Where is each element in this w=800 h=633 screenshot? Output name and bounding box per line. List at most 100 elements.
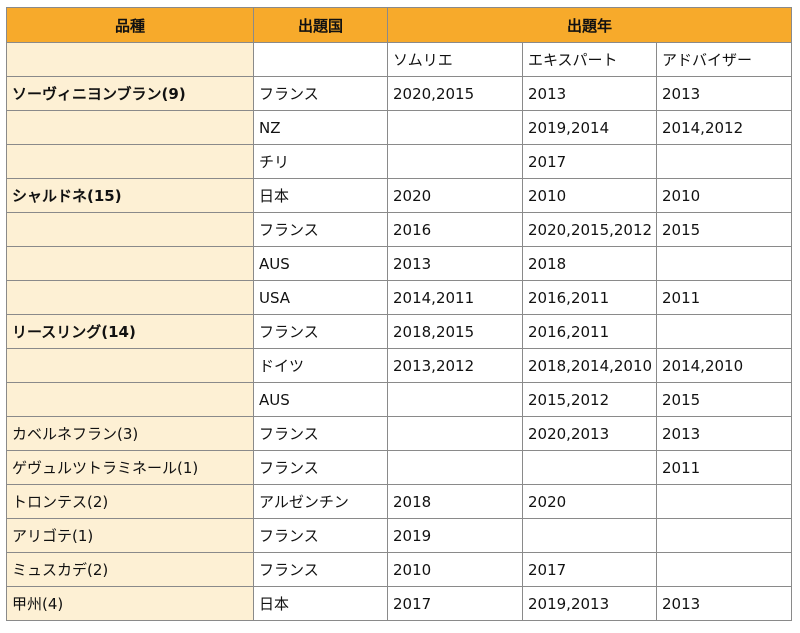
cell-variety [6, 246, 254, 281]
cell-variety: リースリング(14) [6, 314, 254, 349]
cell-sommelier: 2016 [387, 212, 523, 247]
cell-expert: 2017 [522, 144, 657, 179]
cell-variety: アリゴテ(1) [6, 518, 254, 553]
cell-country: アルゼンチン [253, 484, 388, 519]
cell-variety: カベルネフラン(3) [6, 416, 254, 451]
table-row: USA 2014,2011 2016,2011 2011 [6, 280, 792, 315]
table-row: リースリング(14) フランス 2018,2015 2016,2011 [6, 314, 792, 349]
cell-country: USA [253, 280, 388, 315]
cell-expert: 2016,2011 [522, 314, 657, 349]
cell-expert: 2020,2015,2012 [522, 212, 657, 247]
cell-expert: 2017 [522, 552, 657, 587]
cell-country: チリ [253, 144, 388, 179]
cell-variety: ゲヴュルツトラミネール(1) [6, 450, 254, 485]
cell-sommelier: 2017 [387, 586, 523, 621]
cell-adviser: 2015 [656, 382, 792, 417]
table-row: ゲヴュルツトラミネール(1) フランス 2011 [6, 450, 792, 485]
subheader-country [253, 42, 388, 77]
cell-expert [522, 450, 657, 485]
cell-sommelier: 2010 [387, 552, 523, 587]
cell-country: フランス [253, 314, 388, 349]
cell-adviser: 2013 [656, 76, 792, 111]
subheader-sommelier: ソムリエ [387, 42, 523, 77]
cell-variety [6, 212, 254, 247]
table-row: NZ 2019,2014 2014,2012 [6, 110, 792, 145]
cell-sommelier [387, 110, 523, 145]
cell-variety: ミュスカデ(2) [6, 552, 254, 587]
table-row: 甲州(4) 日本 2017 2019,2013 2013 [6, 586, 792, 621]
cell-country: AUS [253, 246, 388, 281]
cell-country: NZ [253, 110, 388, 145]
header-variety: 品種 [6, 7, 254, 43]
cell-sommelier: 2013,2012 [387, 348, 523, 383]
cell-sommelier: 2020,2015 [387, 76, 523, 111]
header-row: 品種 出題国 出題年 [6, 7, 792, 43]
cell-country: フランス [253, 552, 388, 587]
cell-adviser [656, 246, 792, 281]
cell-sommelier [387, 450, 523, 485]
cell-country: AUS [253, 382, 388, 417]
cell-variety [6, 144, 254, 179]
cell-adviser [656, 484, 792, 519]
table-row: AUS 2015,2012 2015 [6, 382, 792, 417]
cell-expert [522, 518, 657, 553]
table-row: アリゴテ(1) フランス 2019 [6, 518, 792, 553]
cell-sommelier [387, 144, 523, 179]
cell-variety [6, 110, 254, 145]
cell-expert: 2018 [522, 246, 657, 281]
cell-adviser: 2014,2012 [656, 110, 792, 145]
cell-expert: 2020,2013 [522, 416, 657, 451]
cell-expert: 2016,2011 [522, 280, 657, 315]
cell-adviser [656, 144, 792, 179]
cell-variety [6, 280, 254, 315]
subheader-expert: エキスパート [522, 42, 657, 77]
cell-variety: シャルドネ(15) [6, 178, 254, 213]
cell-country: 日本 [253, 586, 388, 621]
cell-country: フランス [253, 212, 388, 247]
cell-adviser: 2011 [656, 280, 792, 315]
cell-sommelier [387, 416, 523, 451]
cell-country: ドイツ [253, 348, 388, 383]
cell-sommelier: 2019 [387, 518, 523, 553]
subheader-adviser: アドバイザー [656, 42, 792, 77]
table-row: ソーヴィニヨンブラン(9) フランス 2020,2015 2013 2013 [6, 76, 792, 111]
table-row: ドイツ 2013,2012 2018,2014,2010 2014,2010 [6, 348, 792, 383]
table-row: シャルドネ(15) 日本 2020 2010 2010 [6, 178, 792, 213]
table-header: 品種 出題国 出題年 [6, 7, 792, 43]
cell-adviser: 2015 [656, 212, 792, 247]
cell-expert: 2015,2012 [522, 382, 657, 417]
cell-expert: 2013 [522, 76, 657, 111]
cell-variety: 甲州(4) [6, 586, 254, 621]
subheader-variety [6, 42, 254, 77]
cell-country: フランス [253, 76, 388, 111]
cell-sommelier: 2018,2015 [387, 314, 523, 349]
header-year: 出題年 [387, 7, 792, 43]
cell-sommelier: 2014,2011 [387, 280, 523, 315]
cell-adviser: 2013 [656, 586, 792, 621]
cell-sommelier: 2018 [387, 484, 523, 519]
cell-variety [6, 348, 254, 383]
table-row: チリ 2017 [6, 144, 792, 179]
cell-adviser: 2011 [656, 450, 792, 485]
table-body: ソムリエ エキスパート アドバイザー ソーヴィニヨンブラン(9) フランス 2020… [6, 42, 792, 621]
cell-sommelier: 2013 [387, 246, 523, 281]
cell-sommelier: 2020 [387, 178, 523, 213]
cell-variety: ソーヴィニヨンブラン(9) [6, 76, 254, 111]
cell-country: フランス [253, 518, 388, 553]
cell-adviser [656, 552, 792, 587]
cell-adviser: 2014,2010 [656, 348, 792, 383]
table-row: AUS 2013 2018 [6, 246, 792, 281]
table-row: トロンテス(2) アルゼンチン 2018 2020 [6, 484, 792, 519]
table-row: カベルネフラン(3) フランス 2020,2013 2013 [6, 416, 792, 451]
cell-adviser: 2013 [656, 416, 792, 451]
cell-country: フランス [253, 416, 388, 451]
cell-country: 日本 [253, 178, 388, 213]
table-row: ミュスカデ(2) フランス 2010 2017 [6, 552, 792, 587]
header-country: 出題国 [253, 7, 388, 43]
cell-adviser [656, 518, 792, 553]
cell-adviser: 2010 [656, 178, 792, 213]
table-row: フランス 2016 2020,2015,2012 2015 [6, 212, 792, 247]
cell-expert: 2020 [522, 484, 657, 519]
subheader-row: ソムリエ エキスパート アドバイザー [6, 42, 792, 77]
cell-expert: 2019,2014 [522, 110, 657, 145]
